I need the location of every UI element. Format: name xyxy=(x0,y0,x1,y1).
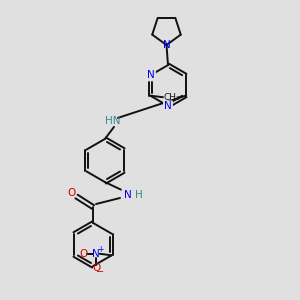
Text: O: O xyxy=(80,249,88,259)
Text: N: N xyxy=(163,40,170,50)
Text: N: N xyxy=(92,249,100,259)
Text: HN: HN xyxy=(105,116,120,127)
Text: CH₃: CH₃ xyxy=(163,93,180,102)
Text: +: + xyxy=(97,245,103,254)
Text: N: N xyxy=(164,101,172,112)
Text: −: − xyxy=(96,267,104,278)
Text: O: O xyxy=(67,188,76,199)
Text: N: N xyxy=(124,190,131,200)
Text: O: O xyxy=(92,263,100,273)
Text: H: H xyxy=(135,190,143,200)
Text: N: N xyxy=(147,70,155,80)
